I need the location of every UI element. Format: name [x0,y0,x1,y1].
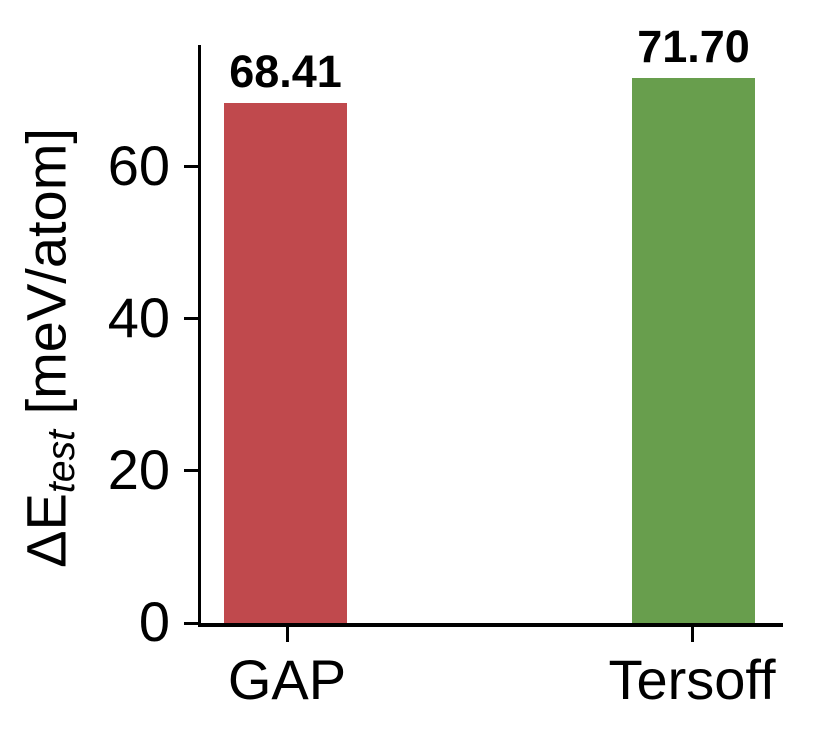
y-tick-mark [184,317,200,321]
x-tick-mark [285,627,289,642]
y-tick-mark [184,469,200,473]
bar-value-label-tersoff: 71.70 [637,20,750,72]
y-tick-mark [184,165,200,169]
bar-value-label-gap: 68.41 [229,45,342,97]
x-tick-label-gap: GAP [227,648,347,711]
y-axis-label: ΔEtest [meV/atom] [15,128,84,568]
y-tick-label: 0 [138,589,170,653]
y-tick-label: 40 [107,285,170,349]
bar-gap [224,102,347,623]
y-tick-label: 60 [107,133,170,197]
plot-area: 0 20 40 60 68.41 71.70 GAP Tersoff [108,24,783,710]
x-tick-label-tersoff: Tersoff [608,648,776,711]
y-axis-label-prefix: ΔE [14,493,78,568]
y-axis-label-subscript: test [40,429,84,494]
y-tick-label: 20 [107,437,170,501]
y-tick-mark [184,621,200,625]
x-tick-mark [690,627,694,642]
y-axis-label-suffix: [meV/atom] [14,128,78,430]
bar-tersoff [632,77,755,623]
